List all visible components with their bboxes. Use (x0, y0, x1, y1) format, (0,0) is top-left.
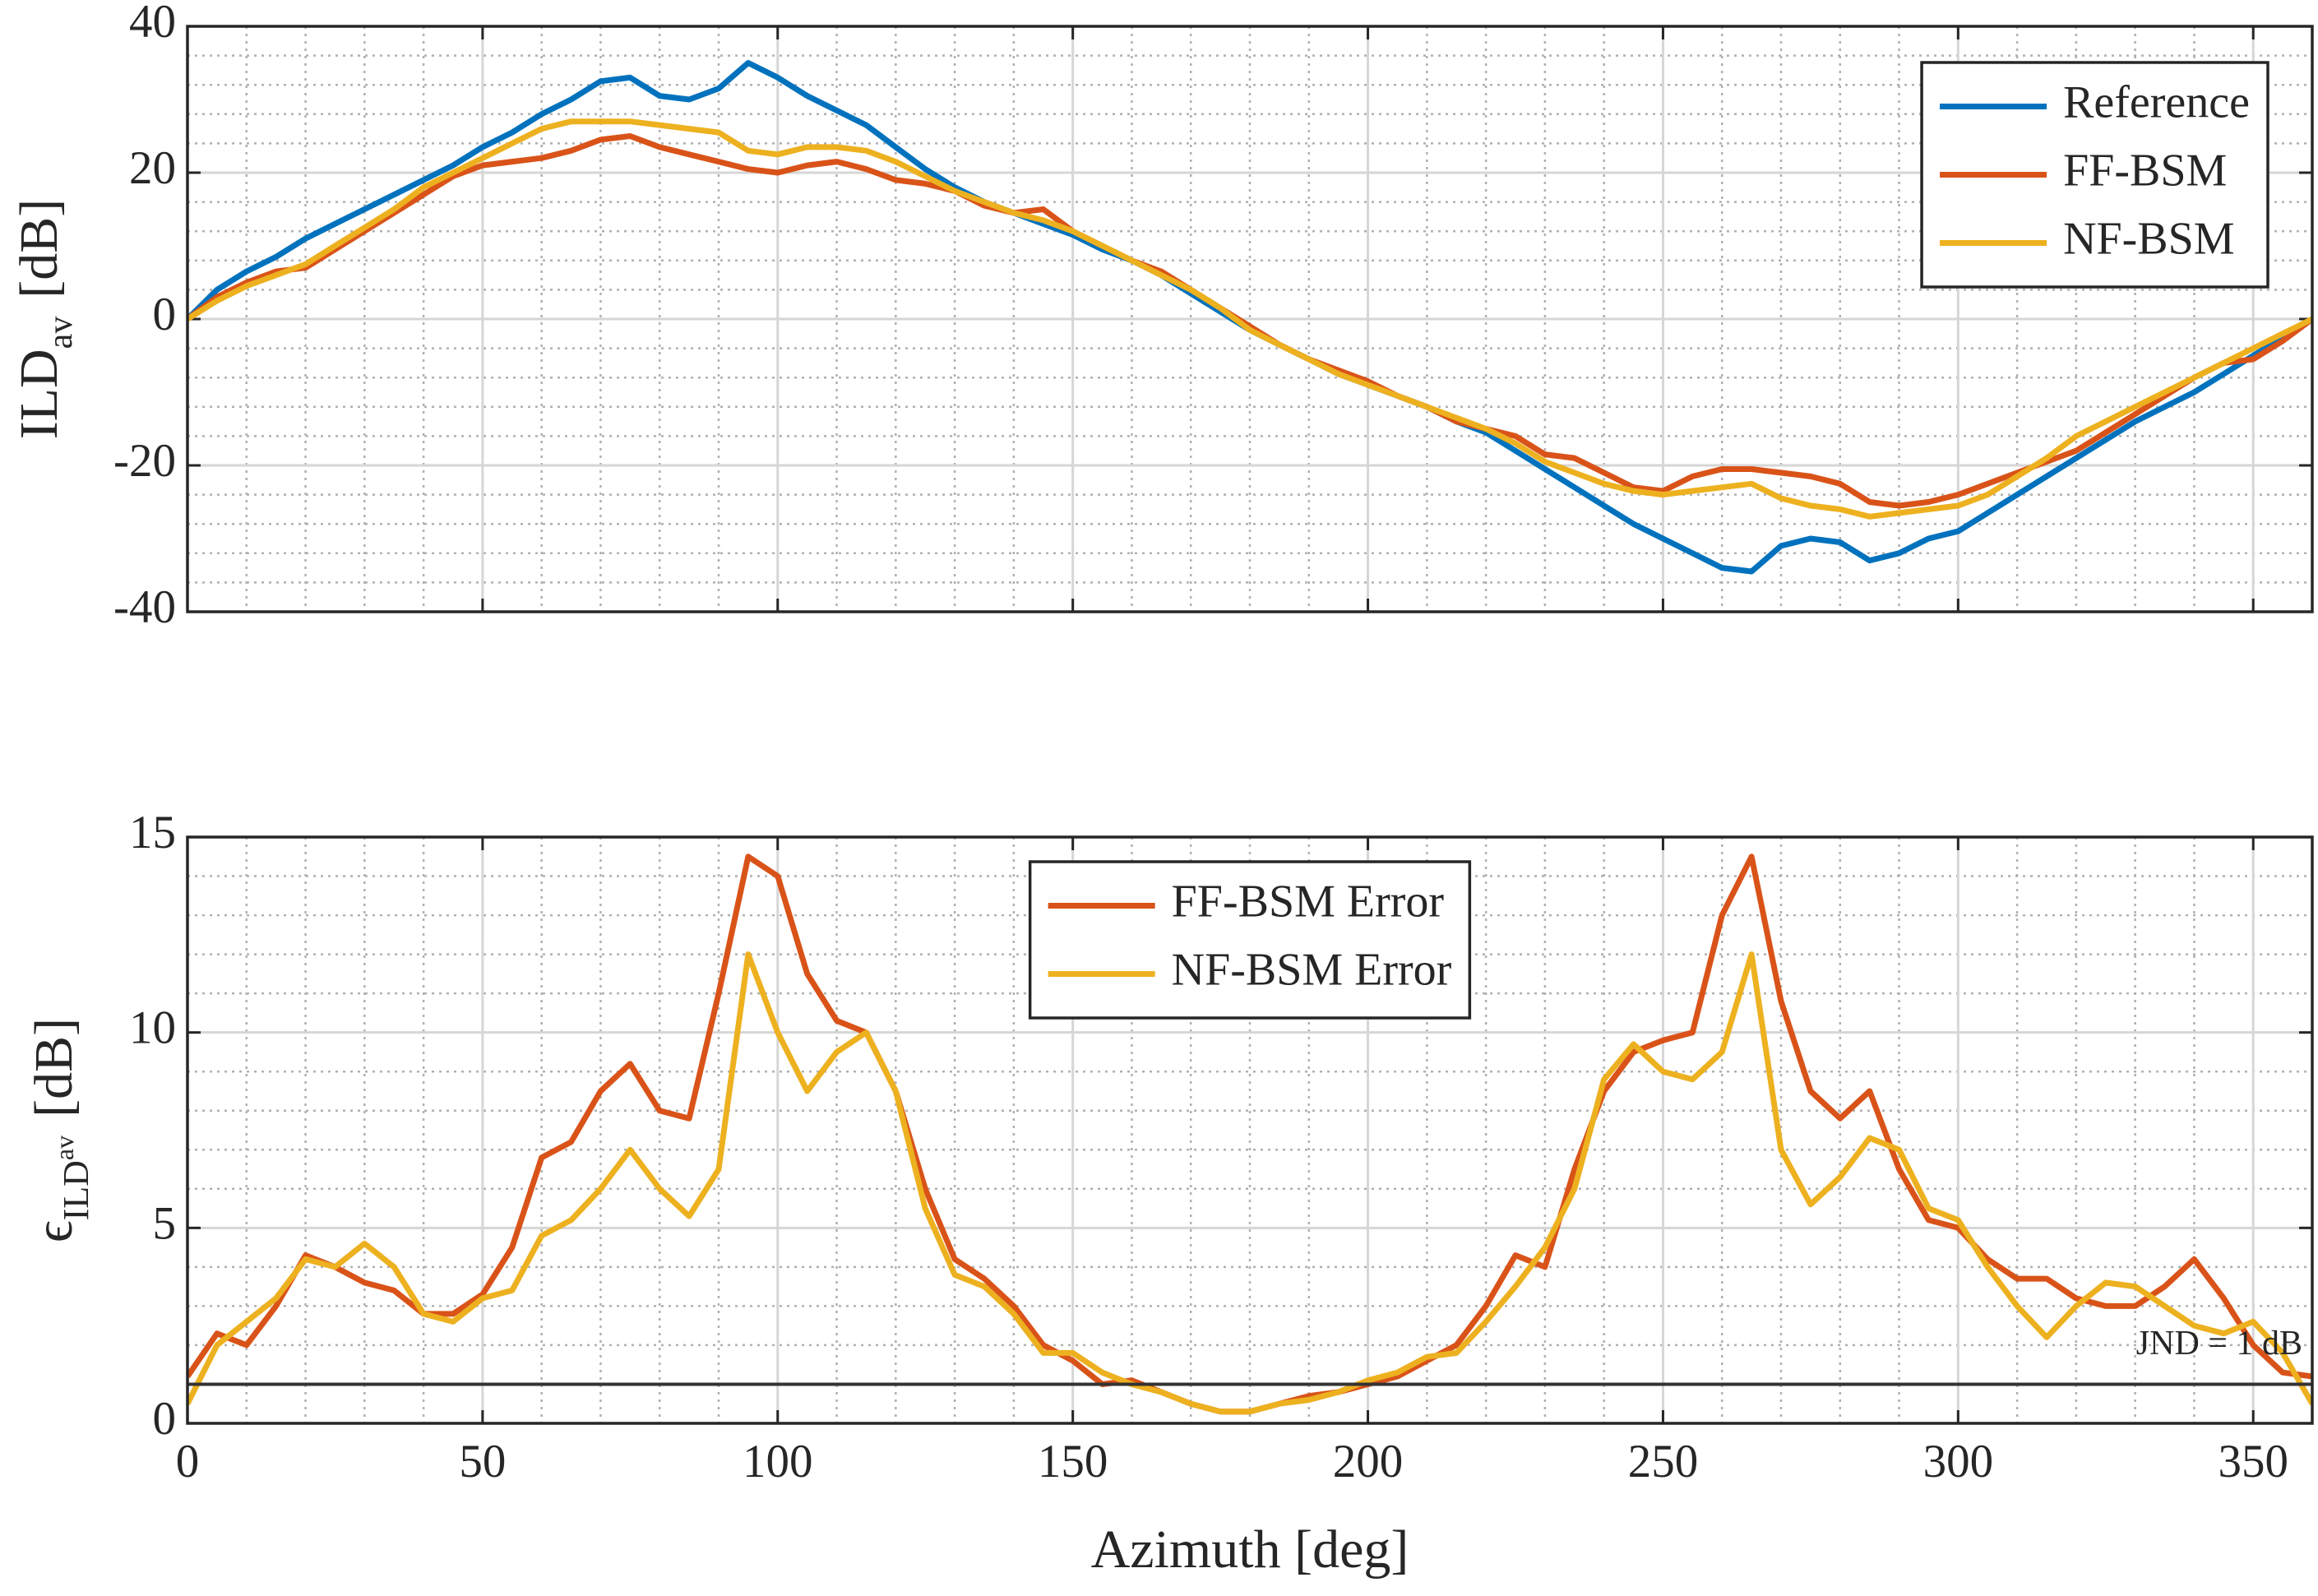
legend-box (1028, 860, 1472, 1020)
y-label-main: ILD (9, 349, 69, 439)
y-tick-label: 10 (129, 1002, 176, 1054)
axes: -40 -20 0 20 40 ILDav [dB] Reference FF-BSM NF-BS… (9, 0, 2314, 633)
series-line (187, 951, 2312, 1415)
axes-frame (186, 25, 2314, 613)
y-label-main: ϵ (24, 1220, 84, 1242)
y-tick-label: 40 (129, 0, 176, 48)
y-label-subsub: av (49, 1136, 79, 1160)
legend-label: NF-BSM (2063, 213, 2235, 264)
axes-frame (186, 835, 2314, 1425)
legend-label: FF-BSM Error (1172, 876, 1445, 927)
legend-label: Reference (2063, 76, 2250, 127)
y-label-unit: [dB] (24, 1018, 84, 1117)
x-tick-label: 300 (1923, 1436, 1994, 1487)
y-tick-label: 0 (153, 1393, 177, 1445)
y-label-sub: ILD (56, 1160, 96, 1220)
y-tick-label: 15 (129, 807, 176, 858)
x-tick-label: 50 (459, 1436, 506, 1487)
y-tick-label: 0 (153, 289, 177, 340)
x-tick-label: 0 (176, 1436, 200, 1487)
x-tick-label: 100 (743, 1436, 813, 1487)
x-tick-label: 200 (1333, 1436, 1404, 1487)
x-tick-label: 350 (2218, 1436, 2288, 1487)
y-tick-label: -40 (113, 581, 176, 633)
y-tick-label: 20 (129, 142, 176, 194)
y-tick-label: -20 (113, 435, 176, 487)
legend-label: FF-BSM (2063, 145, 2227, 196)
reference-label: JND = 1 dB (2136, 1325, 2302, 1362)
x-tick-label: 250 (1628, 1436, 1699, 1487)
y-label-unit: [dB] (9, 199, 69, 298)
series-line (187, 133, 2312, 509)
y-label-sub: av (42, 317, 80, 349)
legend-label: NF-BSM Error (1172, 944, 1452, 995)
x-tick-label: 150 (1038, 1436, 1108, 1487)
y-tick-label: 5 (153, 1197, 177, 1249)
legend: FF-BSM Error NF-BSM Error (1028, 860, 1472, 1020)
legend: Reference FF-BSM NF-BSM (1920, 61, 2269, 289)
series-line (187, 118, 2312, 520)
axes: 0 50 100 150 200 250 300 350 0 5 10 15 JND = 1 dB ϵIL… (24, 807, 2314, 1580)
y-axis-label: ILDav [dB] (9, 199, 80, 440)
y-axis-label: ϵILDav [dB] (24, 1018, 95, 1242)
x-axis-label: Azimuth [deg] (1091, 1520, 1409, 1580)
